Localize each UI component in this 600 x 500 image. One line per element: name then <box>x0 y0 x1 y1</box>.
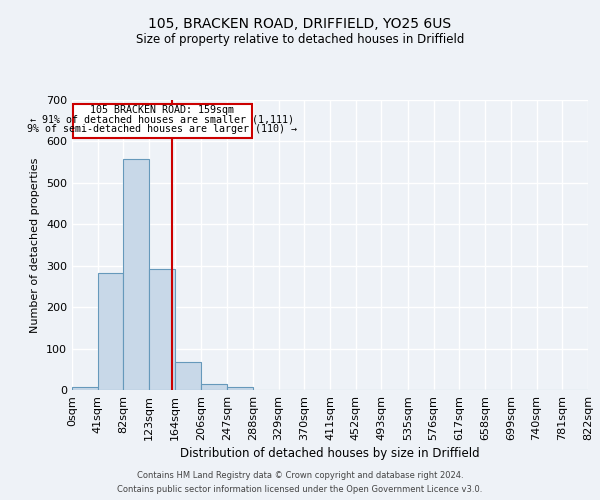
Text: Contains HM Land Registry data © Crown copyright and database right 2024.: Contains HM Land Registry data © Crown c… <box>137 472 463 480</box>
Bar <box>202 384 227 390</box>
Text: ← 91% of detached houses are smaller (1,111): ← 91% of detached houses are smaller (1,… <box>31 115 295 125</box>
Y-axis label: Number of detached properties: Number of detached properties <box>31 158 40 332</box>
Text: 105 BRACKEN ROAD: 159sqm: 105 BRACKEN ROAD: 159sqm <box>91 106 235 116</box>
Text: 9% of semi-detached houses are larger (110) →: 9% of semi-detached houses are larger (1… <box>28 124 298 134</box>
Bar <box>98 273 124 390</box>
FancyBboxPatch shape <box>73 104 252 138</box>
Bar <box>149 268 175 390</box>
Text: Contains public sector information licensed under the Open Government Licence v3: Contains public sector information licen… <box>118 484 482 494</box>
X-axis label: Distribution of detached houses by size in Driffield: Distribution of detached houses by size … <box>180 447 480 460</box>
Bar <box>175 362 200 390</box>
Text: 105, BRACKEN ROAD, DRIFFIELD, YO25 6US: 105, BRACKEN ROAD, DRIFFIELD, YO25 6US <box>148 18 452 32</box>
Bar <box>227 386 253 390</box>
Bar <box>72 387 98 390</box>
Bar <box>124 159 149 390</box>
Text: Size of property relative to detached houses in Driffield: Size of property relative to detached ho… <box>136 32 464 46</box>
